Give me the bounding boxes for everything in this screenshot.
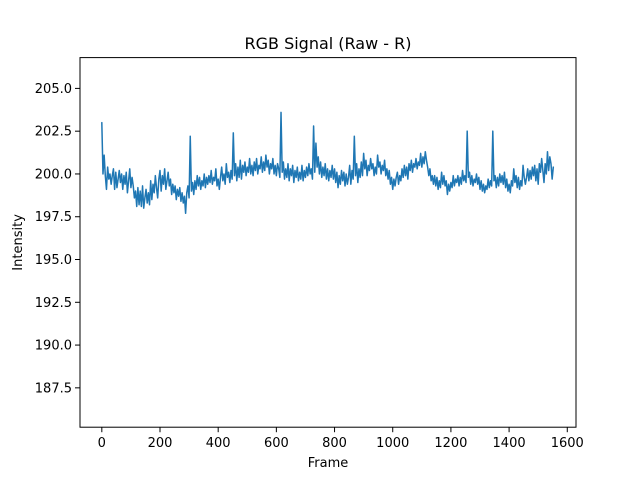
x-tick-label: 400 bbox=[206, 436, 231, 451]
y-tick-label: 195.0 bbox=[35, 253, 72, 268]
x-axis-ticks: 0 200 400 600 800 1000 1200 1400 1600 bbox=[98, 427, 584, 451]
x-tick-label: 1600 bbox=[551, 436, 584, 451]
plot-frame bbox=[79, 57, 577, 428]
x-axis-label: Frame bbox=[308, 456, 349, 471]
y-tick-label: 197.5 bbox=[35, 210, 72, 225]
y-tick-label: 187.5 bbox=[35, 381, 72, 396]
y-tick-label: 200.0 bbox=[35, 167, 72, 182]
x-tick-label: 0 bbox=[98, 436, 106, 451]
plot-series bbox=[101, 111, 555, 215]
x-tick-label: 1000 bbox=[376, 436, 409, 451]
x-tick-label: 200 bbox=[148, 436, 173, 451]
series-line-r bbox=[101, 111, 555, 215]
y-axis-ticks: 187.5 190.0 192.5 195.0 197.5 200.0 202.5 205.0 bbox=[35, 82, 80, 396]
x-tick-label: 1400 bbox=[493, 436, 526, 451]
y-axis-label: Intensity bbox=[11, 214, 26, 271]
y-tick-label: 190.0 bbox=[35, 339, 72, 354]
x-tick-label: 800 bbox=[322, 436, 347, 451]
x-tick-label: 600 bbox=[264, 436, 289, 451]
x-tick-label: 1200 bbox=[434, 436, 467, 451]
chart-title: RGB Signal (Raw - R) bbox=[244, 34, 411, 53]
y-tick-label: 202.5 bbox=[35, 125, 72, 140]
y-tick-label: 192.5 bbox=[35, 296, 72, 311]
y-tick-label: 205.0 bbox=[35, 82, 72, 97]
